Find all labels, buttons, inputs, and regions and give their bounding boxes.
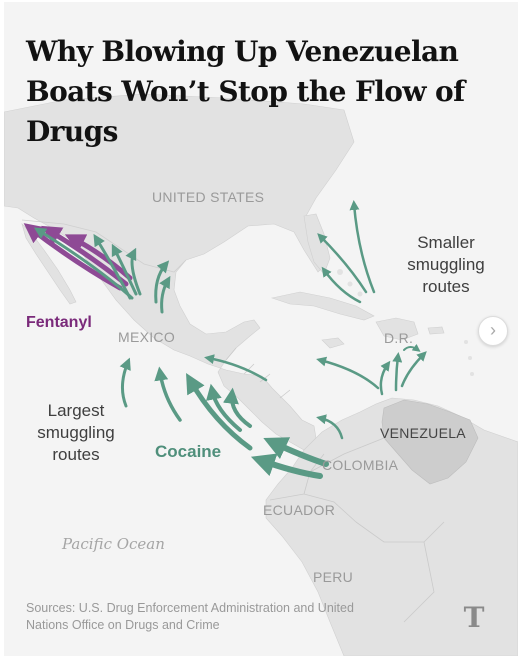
cocaine-arrow [403, 343, 421, 352]
next-slide-button[interactable]: › [478, 316, 508, 346]
cocaine-arrow [93, 233, 132, 300]
lesser-antilles-island [464, 340, 468, 344]
bahamas-island [347, 281, 353, 287]
cocaine-arrow [159, 275, 171, 314]
map [4, 93, 518, 656]
venezuela-shape [381, 399, 479, 485]
cocaine-arrow [186, 373, 253, 451]
cocaine-arrow [321, 266, 362, 304]
lesser-antilles-island [470, 372, 474, 376]
cocaine-arrow [204, 354, 268, 382]
cocaine-arrow [222, 387, 252, 428]
cocaine-arrow [154, 366, 182, 422]
lesser-antilles-island [468, 356, 472, 360]
cocaine-arrow [125, 247, 142, 296]
cocaine-arrow [349, 200, 376, 294]
cocaine-arrow [33, 227, 134, 300]
cuba [270, 291, 375, 321]
fentanyl-arrow [64, 234, 133, 281]
bahamas-island [357, 291, 363, 297]
graphic-card: Why Blowing Up Venezuelan Boats Won’t St… [4, 2, 518, 656]
label-united-states: UNITED STATES [152, 189, 265, 205]
label-dr: D.R. [384, 330, 414, 346]
jamaica [321, 337, 345, 349]
cocaine-arrow [111, 243, 138, 296]
nyt-logo-icon: T [463, 601, 485, 634]
label-cocaine: Cocaine [155, 442, 222, 461]
headline: Why Blowing Up Venezuelan Boats Won’t St… [26, 35, 465, 148]
label-pacific-ocean: Pacific Ocean [62, 535, 165, 553]
cocaine-arrow [379, 360, 391, 396]
cocaine-arrow [316, 356, 380, 390]
cocaine-arrow [400, 351, 427, 388]
hispaniola [375, 317, 419, 341]
cocaine-arrow [119, 357, 131, 408]
puerto-rico [427, 326, 445, 335]
cocaine-arrow [206, 383, 242, 432]
cocaine-arrow [263, 437, 329, 467]
florida [303, 213, 331, 275]
bahamas-island [337, 269, 343, 275]
label-ecuador: ECUADOR [263, 502, 336, 518]
label-venezuela: VENEZUELA [380, 425, 466, 441]
cocaine-arrow [392, 352, 403, 392]
chevron-right-icon: › [490, 320, 496, 340]
annotation-largest-routes: Largest smuggling routes [37, 401, 115, 464]
baja-california [21, 222, 77, 305]
cocaine-arrow [317, 233, 368, 294]
central-america-borders [225, 347, 291, 399]
label-colombia: COLOMBIA [322, 457, 399, 473]
label-mexico: MEXICO [118, 329, 176, 345]
label-peru: PERU [313, 569, 354, 585]
cocaine-arrow [316, 414, 344, 440]
annotation-smaller-routes: Smaller smuggling routes [407, 233, 485, 296]
cocaine-routes [33, 200, 427, 479]
cocaine-arrow [154, 260, 170, 304]
sources-credit: Sources: U.S. Drug Enforcement Administr… [26, 601, 354, 632]
cocaine-arrow [250, 453, 323, 479]
label-fentanyl: Fentanyl [26, 314, 92, 331]
